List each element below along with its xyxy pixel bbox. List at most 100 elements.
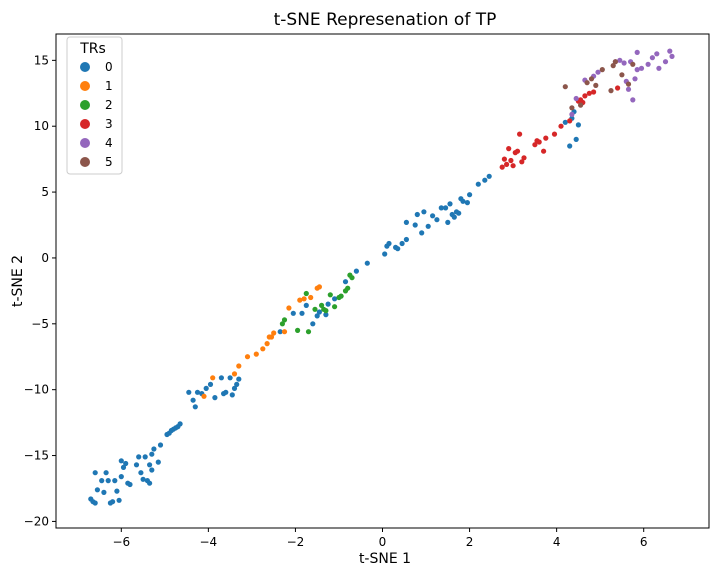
y-tick-label: −15 — [24, 449, 49, 463]
x-axis-label: t-SNE 1 — [359, 551, 411, 567]
y-tick-label: −5 — [31, 317, 49, 331]
data-point-series-0 — [456, 210, 462, 216]
data-point-series-2 — [303, 290, 309, 297]
data-point-series-0 — [382, 251, 388, 257]
data-point-series-4 — [669, 53, 675, 60]
data-point-series-0 — [425, 223, 431, 229]
data-point-series-0 — [138, 470, 144, 476]
data-point-series-3 — [521, 155, 527, 161]
data-point-series-0 — [399, 240, 405, 247]
data-points — [88, 48, 675, 506]
data-point-series-2 — [319, 302, 325, 308]
data-point-series-0 — [207, 381, 214, 387]
data-point-series-2 — [327, 292, 333, 298]
legend-marker-1 — [80, 81, 90, 91]
data-point-series-0 — [190, 397, 196, 403]
data-point-series-0 — [290, 310, 296, 316]
data-point-series-1 — [264, 341, 270, 347]
data-point-series-0 — [316, 309, 322, 315]
data-point-series-4 — [621, 60, 627, 66]
data-point-series-0 — [277, 329, 283, 335]
data-point-series-0 — [103, 470, 109, 476]
data-point-series-5 — [593, 82, 599, 88]
legend-label-0: 0 — [105, 60, 113, 74]
data-point-series-5 — [612, 59, 619, 65]
legend-title: TRs — [79, 41, 106, 57]
legend-marker-3 — [80, 119, 90, 129]
data-point-series-3 — [510, 163, 516, 169]
data-point-series-2 — [332, 304, 338, 310]
data-point-series-0 — [136, 454, 142, 460]
data-point-series-0 — [147, 480, 153, 486]
data-point-series-5 — [562, 84, 568, 90]
data-point-series-0 — [573, 136, 579, 142]
y-axis-label: t-SNE 2 — [10, 255, 26, 307]
data-point-series-3 — [517, 131, 523, 137]
data-point-series-0 — [151, 446, 157, 452]
y-axis-ticks: −20 −15 −10 −5 0 5 10 15 — [24, 53, 56, 528]
data-point-series-4 — [573, 95, 579, 102]
data-point-series-2 — [312, 306, 318, 312]
data-point-series-0 — [325, 301, 331, 307]
data-point-series-3 — [506, 146, 512, 152]
data-point-series-0 — [403, 236, 409, 243]
data-point-series-3 — [536, 139, 542, 145]
data-point-series-2 — [338, 293, 344, 299]
data-point-series-0 — [299, 310, 305, 316]
legend-items: 0 1 2 3 4 5 — [80, 60, 113, 169]
data-point-series-2 — [345, 285, 351, 291]
data-point-series-0 — [403, 219, 409, 225]
data-point-series-0 — [231, 385, 238, 391]
data-point-series-0 — [438, 205, 444, 211]
data-point-series-0 — [147, 462, 153, 468]
data-point-series-2 — [305, 329, 312, 335]
data-point-series-0 — [140, 476, 146, 482]
data-point-series-0 — [194, 389, 201, 395]
data-point-series-3 — [504, 161, 510, 167]
data-point-series-0 — [212, 395, 218, 401]
data-point-series-3 — [586, 90, 592, 96]
x-axis-ticks: −6 −4 −2 0 2 4 6 — [112, 528, 648, 549]
data-point-series-4 — [667, 48, 673, 54]
x-tick-label: −4 — [200, 535, 218, 549]
data-point-series-0 — [116, 497, 122, 503]
data-point-series-2 — [349, 275, 355, 281]
data-point-series-0 — [133, 462, 140, 468]
data-point-series-0 — [386, 240, 392, 247]
data-point-series-5 — [578, 102, 584, 108]
data-point-series-1 — [244, 354, 251, 360]
data-point-series-1 — [301, 296, 307, 302]
data-point-series-2 — [295, 327, 301, 333]
data-point-series-0 — [101, 489, 107, 495]
data-point-series-1 — [268, 334, 275, 340]
data-point-series-0 — [223, 389, 229, 395]
data-point-series-0 — [482, 177, 488, 183]
data-point-series-0 — [234, 381, 240, 387]
data-point-series-5 — [569, 105, 575, 111]
y-tick-label: 5 — [41, 185, 49, 199]
data-point-series-0 — [447, 201, 453, 207]
data-point-series-0 — [92, 470, 98, 476]
data-point-series-1 — [253, 351, 259, 357]
data-point-series-0 — [443, 205, 449, 211]
data-point-series-0 — [445, 219, 451, 225]
data-point-series-0 — [310, 321, 316, 327]
data-point-series-0 — [105, 478, 111, 484]
data-point-series-1 — [236, 363, 242, 369]
data-point-series-5 — [608, 88, 614, 94]
data-point-series-4 — [645, 61, 651, 67]
data-point-series-0 — [118, 474, 124, 480]
data-point-series-1 — [297, 297, 303, 303]
data-point-series-0 — [157, 442, 164, 448]
legend-label-1: 1 — [105, 79, 113, 93]
data-point-series-4 — [617, 57, 623, 63]
data-point-series-4 — [662, 59, 669, 65]
data-point-series-2 — [281, 317, 288, 323]
chart-title: t-SNE Represenation of TP — [274, 10, 497, 30]
data-point-series-3 — [591, 89, 597, 95]
data-point-series-0 — [364, 260, 370, 266]
data-point-series-0 — [486, 173, 492, 179]
data-point-series-3 — [532, 142, 538, 148]
data-point-series-0 — [562, 119, 568, 125]
data-point-series-0 — [127, 481, 133, 488]
